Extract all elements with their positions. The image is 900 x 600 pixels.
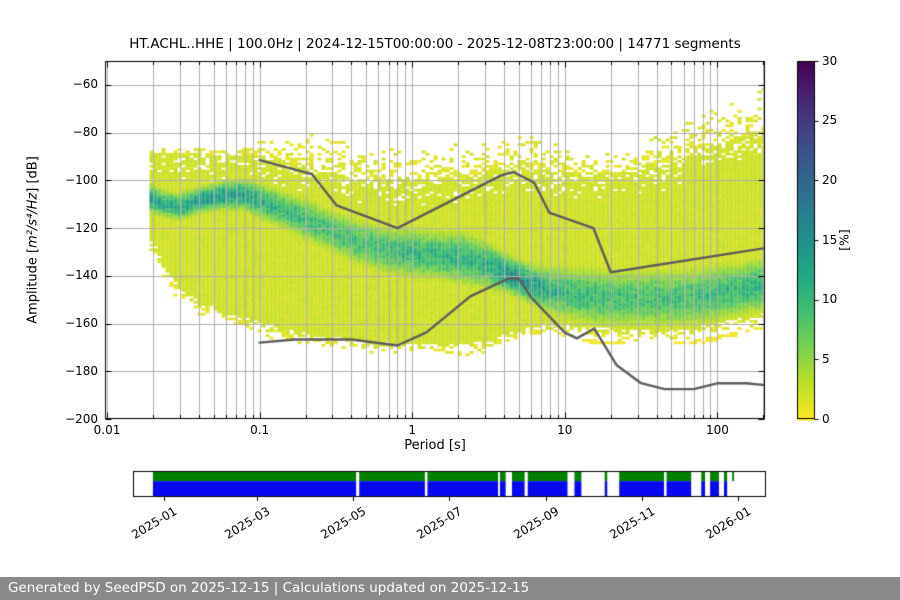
colorbar-tick-label: 15 [822,232,838,247]
plot-title: HT.ACHL..HHE | 100.0Hz | 2024-12-15T00:0… [129,36,741,52]
y-tick-label: −120 [65,220,98,235]
colorbar-tick-label: 30 [822,53,838,68]
colorbar-tick-label: 5 [822,351,830,366]
colorbar-tick-label: 0 [822,411,830,426]
y-axis-label-math: m²/s⁴/Hz [25,192,41,248]
footer-text: Generated by SeedPSD on 2025-12-15 | Cal… [8,580,530,596]
x-tick-label: 0.01 [93,423,121,437]
colorbar-axis-label: [%] [836,229,852,251]
y-tick-label: −100 [65,172,98,187]
x-tick-label: 10 [557,423,573,437]
colorbar-tick-label: 20 [822,172,838,187]
y-tick-label: −160 [65,316,98,331]
y-tick-label: −80 [72,125,98,140]
y-axis-label-suffix: ] [dB] [25,156,41,193]
y-axis-label-prefix: Amplitude [ [25,247,41,324]
colorbar-tick-label: 25 [822,113,838,128]
y-tick-label: −60 [72,77,98,92]
x-axis-label: Period [s] [404,438,466,453]
footer-bar: Generated by SeedPSD on 2025-12-15 | Cal… [0,577,900,600]
y-tick-label: −180 [65,363,98,378]
y-tick-label: −200 [65,411,98,426]
y-axis-label: Amplitude [m²/s⁴/Hz] [dB] [26,156,41,324]
colorbar-tick-label: 10 [822,292,838,307]
x-tick-label: 1 [408,423,417,437]
x-tick-label: 100 [705,423,729,437]
x-tick-label: 0.1 [250,423,270,437]
y-tick-label: −140 [65,268,98,283]
